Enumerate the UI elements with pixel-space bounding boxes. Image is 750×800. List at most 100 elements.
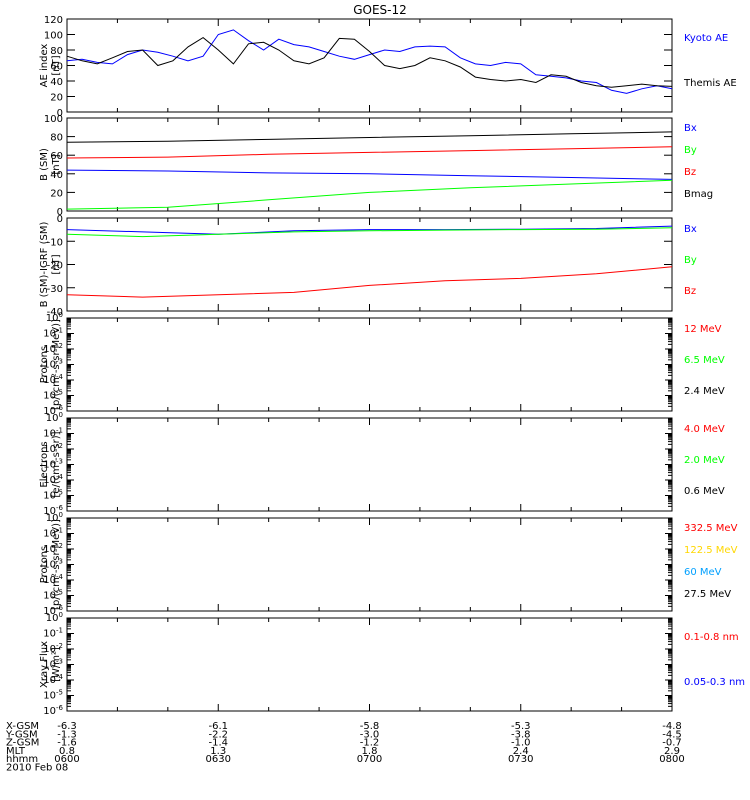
y-tick-label: 10-5 xyxy=(43,489,63,502)
y-tick-label: 10-5 xyxy=(43,389,63,402)
y-tick-label: 10-2 xyxy=(43,342,63,355)
y-tick-label: 10-4 xyxy=(43,473,63,486)
x-tick-label: 1.8 xyxy=(362,746,378,757)
y-tick-label: 20 xyxy=(50,188,63,199)
series-line-by xyxy=(66,227,673,238)
y-axis-unit: [nT] xyxy=(51,55,62,75)
legend-entry: Bx xyxy=(684,123,697,134)
y-tick-label: 10-6 xyxy=(43,404,63,417)
plot-title: GOES-12 xyxy=(353,3,407,17)
y-axis-unit: [W/m²] xyxy=(51,647,62,682)
x-date-label: 2010 Feb 08 xyxy=(6,763,68,774)
x-tick-label: 0.8 xyxy=(59,746,75,757)
legend-entry: 2.4 MeV xyxy=(684,386,725,397)
legend-entry: 0.1-0.8 nm xyxy=(684,632,739,643)
legend-entry: 122.5 MeV xyxy=(684,545,738,556)
y-axis-label: B (SM)-IGRF (SM) xyxy=(39,222,50,308)
y-tick-label: 0 xyxy=(57,214,63,225)
y-tick-label: 10-6 xyxy=(43,604,63,617)
x-tick-label: -1.4 xyxy=(208,738,228,749)
y-tick-label: 100 xyxy=(44,114,63,125)
y-tick-label: -20 xyxy=(47,261,63,272)
legend-entry: By xyxy=(684,145,697,156)
y-tick-label: 60 xyxy=(50,151,63,162)
series-line-bx xyxy=(66,225,673,235)
x-tick-label: 0730 xyxy=(508,754,533,765)
y-axis-label: AE index xyxy=(39,44,50,88)
x-row-label: Z-GSM xyxy=(6,738,39,749)
legend-entry: 27.5 MeV xyxy=(684,589,731,600)
x-tick-label: -3.0 xyxy=(360,729,380,740)
x-tick-label: -4.8 xyxy=(662,721,682,732)
series-line-bz xyxy=(66,266,673,298)
legend-entry: 0.6 MeV xyxy=(684,486,725,497)
y-tick-label: 40 xyxy=(50,77,63,88)
panel-frame xyxy=(66,517,673,612)
x-tick-label: -0.7 xyxy=(662,738,682,749)
y-tick-label: 10-2 xyxy=(43,642,63,655)
y-tick-label: 10-2 xyxy=(43,542,63,555)
x-tick-label: -3.8 xyxy=(511,729,531,740)
x-tick-label: 0630 xyxy=(206,754,231,765)
panel-frame xyxy=(66,317,673,412)
y-tick-label: 10-1 xyxy=(43,427,63,440)
legend-entry: 2.0 MeV xyxy=(684,455,725,466)
y-axis-label: Xray Flux xyxy=(39,641,50,688)
panel-5: 10-6 10-5 10-4 10-3 10-2 10-1 100 Electrons [e/(… xyxy=(39,411,725,517)
legend-entry: 332.5 MeV xyxy=(684,523,738,534)
legend-entry: Bz xyxy=(684,167,696,178)
x-tick-label: -4.5 xyxy=(662,729,682,740)
y-axis-unit: [p/(cm²-s-sr-MeV)] xyxy=(51,319,62,410)
x-tick-label: -6.3 xyxy=(57,721,77,732)
y-tick-label: -40 xyxy=(47,307,63,318)
y-tick-label: 10-5 xyxy=(43,589,63,602)
y-tick-label: 100 xyxy=(46,511,63,524)
y-tick-label: 100 xyxy=(46,411,63,424)
x-tick-label: -1.6 xyxy=(57,738,77,749)
x-tick-label: 2.9 xyxy=(664,746,680,757)
panel-6: 10-6 10-5 10-4 10-3 10-2 10-1 100 Protons [p/(cm… xyxy=(39,511,738,617)
y-tick-label: 10-6 xyxy=(43,704,63,717)
legend-entry: 0.05-0.3 nm xyxy=(684,677,745,688)
legend-entry: 12 MeV xyxy=(684,324,722,335)
series-line-kyoto-ae xyxy=(66,29,673,94)
y-axis-unit: [nT] xyxy=(51,254,62,274)
y-tick-label: 40 xyxy=(50,170,63,181)
y-axis-label: B (SM) xyxy=(39,148,50,181)
x-row-label: MLT xyxy=(6,746,26,757)
series-line-bmag xyxy=(66,131,673,143)
y-tick-label: 0 xyxy=(57,207,63,218)
y-tick-label: 10-1 xyxy=(43,627,63,640)
y-tick-label: 10-6 xyxy=(43,504,63,517)
legend-entry: 6.5 MeV xyxy=(684,355,725,366)
y-tick-label: 100 xyxy=(46,611,63,624)
panel-frame xyxy=(66,117,673,212)
panel-3: -40 -30 -20 -10 0 B (SM)-IGRF (SM) [nT] Bx By Bz xyxy=(39,214,697,318)
y-tick-label: 10-3 xyxy=(43,458,63,471)
panel-7: 10-6 10-5 10-4 10-3 10-2 10-1 100 Xray Flux [W/m… xyxy=(39,611,745,717)
legend-entry: Kyoto AE xyxy=(684,33,728,44)
y-tick-label: -30 xyxy=(47,284,63,295)
y-tick-label: 10-4 xyxy=(43,573,63,586)
y-tick-label: 10-5 xyxy=(43,689,63,702)
x-tick-label: 0600 xyxy=(54,754,79,765)
panel-frame xyxy=(66,617,673,712)
series-line-bz xyxy=(66,146,673,159)
y-axis-unit: [e/(cm²-s-sr)] xyxy=(51,431,62,497)
panel-4: 10-6 10-5 10-4 10-3 10-2 10-1 100 Protons [p/(cm… xyxy=(39,311,725,417)
x-tick-label: -1.0 xyxy=(511,738,531,749)
x-tick-label: -2.2 xyxy=(208,729,228,740)
y-tick-label: -10 xyxy=(47,237,63,248)
x-row-label: hhmm xyxy=(6,754,38,765)
x-axis-annotation: X-GSM -6.3 -6.1 -5.8 -5.3 -4.8 Y-GSM -1.3 -2.2 -3… xyxy=(5,721,685,774)
y-axis-label: Protons xyxy=(39,346,50,383)
legend-entry: Themis AE xyxy=(683,78,737,89)
y-tick-label: 80 xyxy=(50,46,63,57)
panel-2: 0 20 40 60 80 100 B (SM) [nT] Bx By Bz Bmag xyxy=(39,114,713,218)
y-axis-label: Electrons xyxy=(39,441,50,487)
y-axis-unit: [nT] xyxy=(51,154,62,174)
y-tick-label: 100 xyxy=(46,311,63,324)
x-row-label: X-GSM xyxy=(6,721,39,732)
panel-frame xyxy=(66,417,673,512)
